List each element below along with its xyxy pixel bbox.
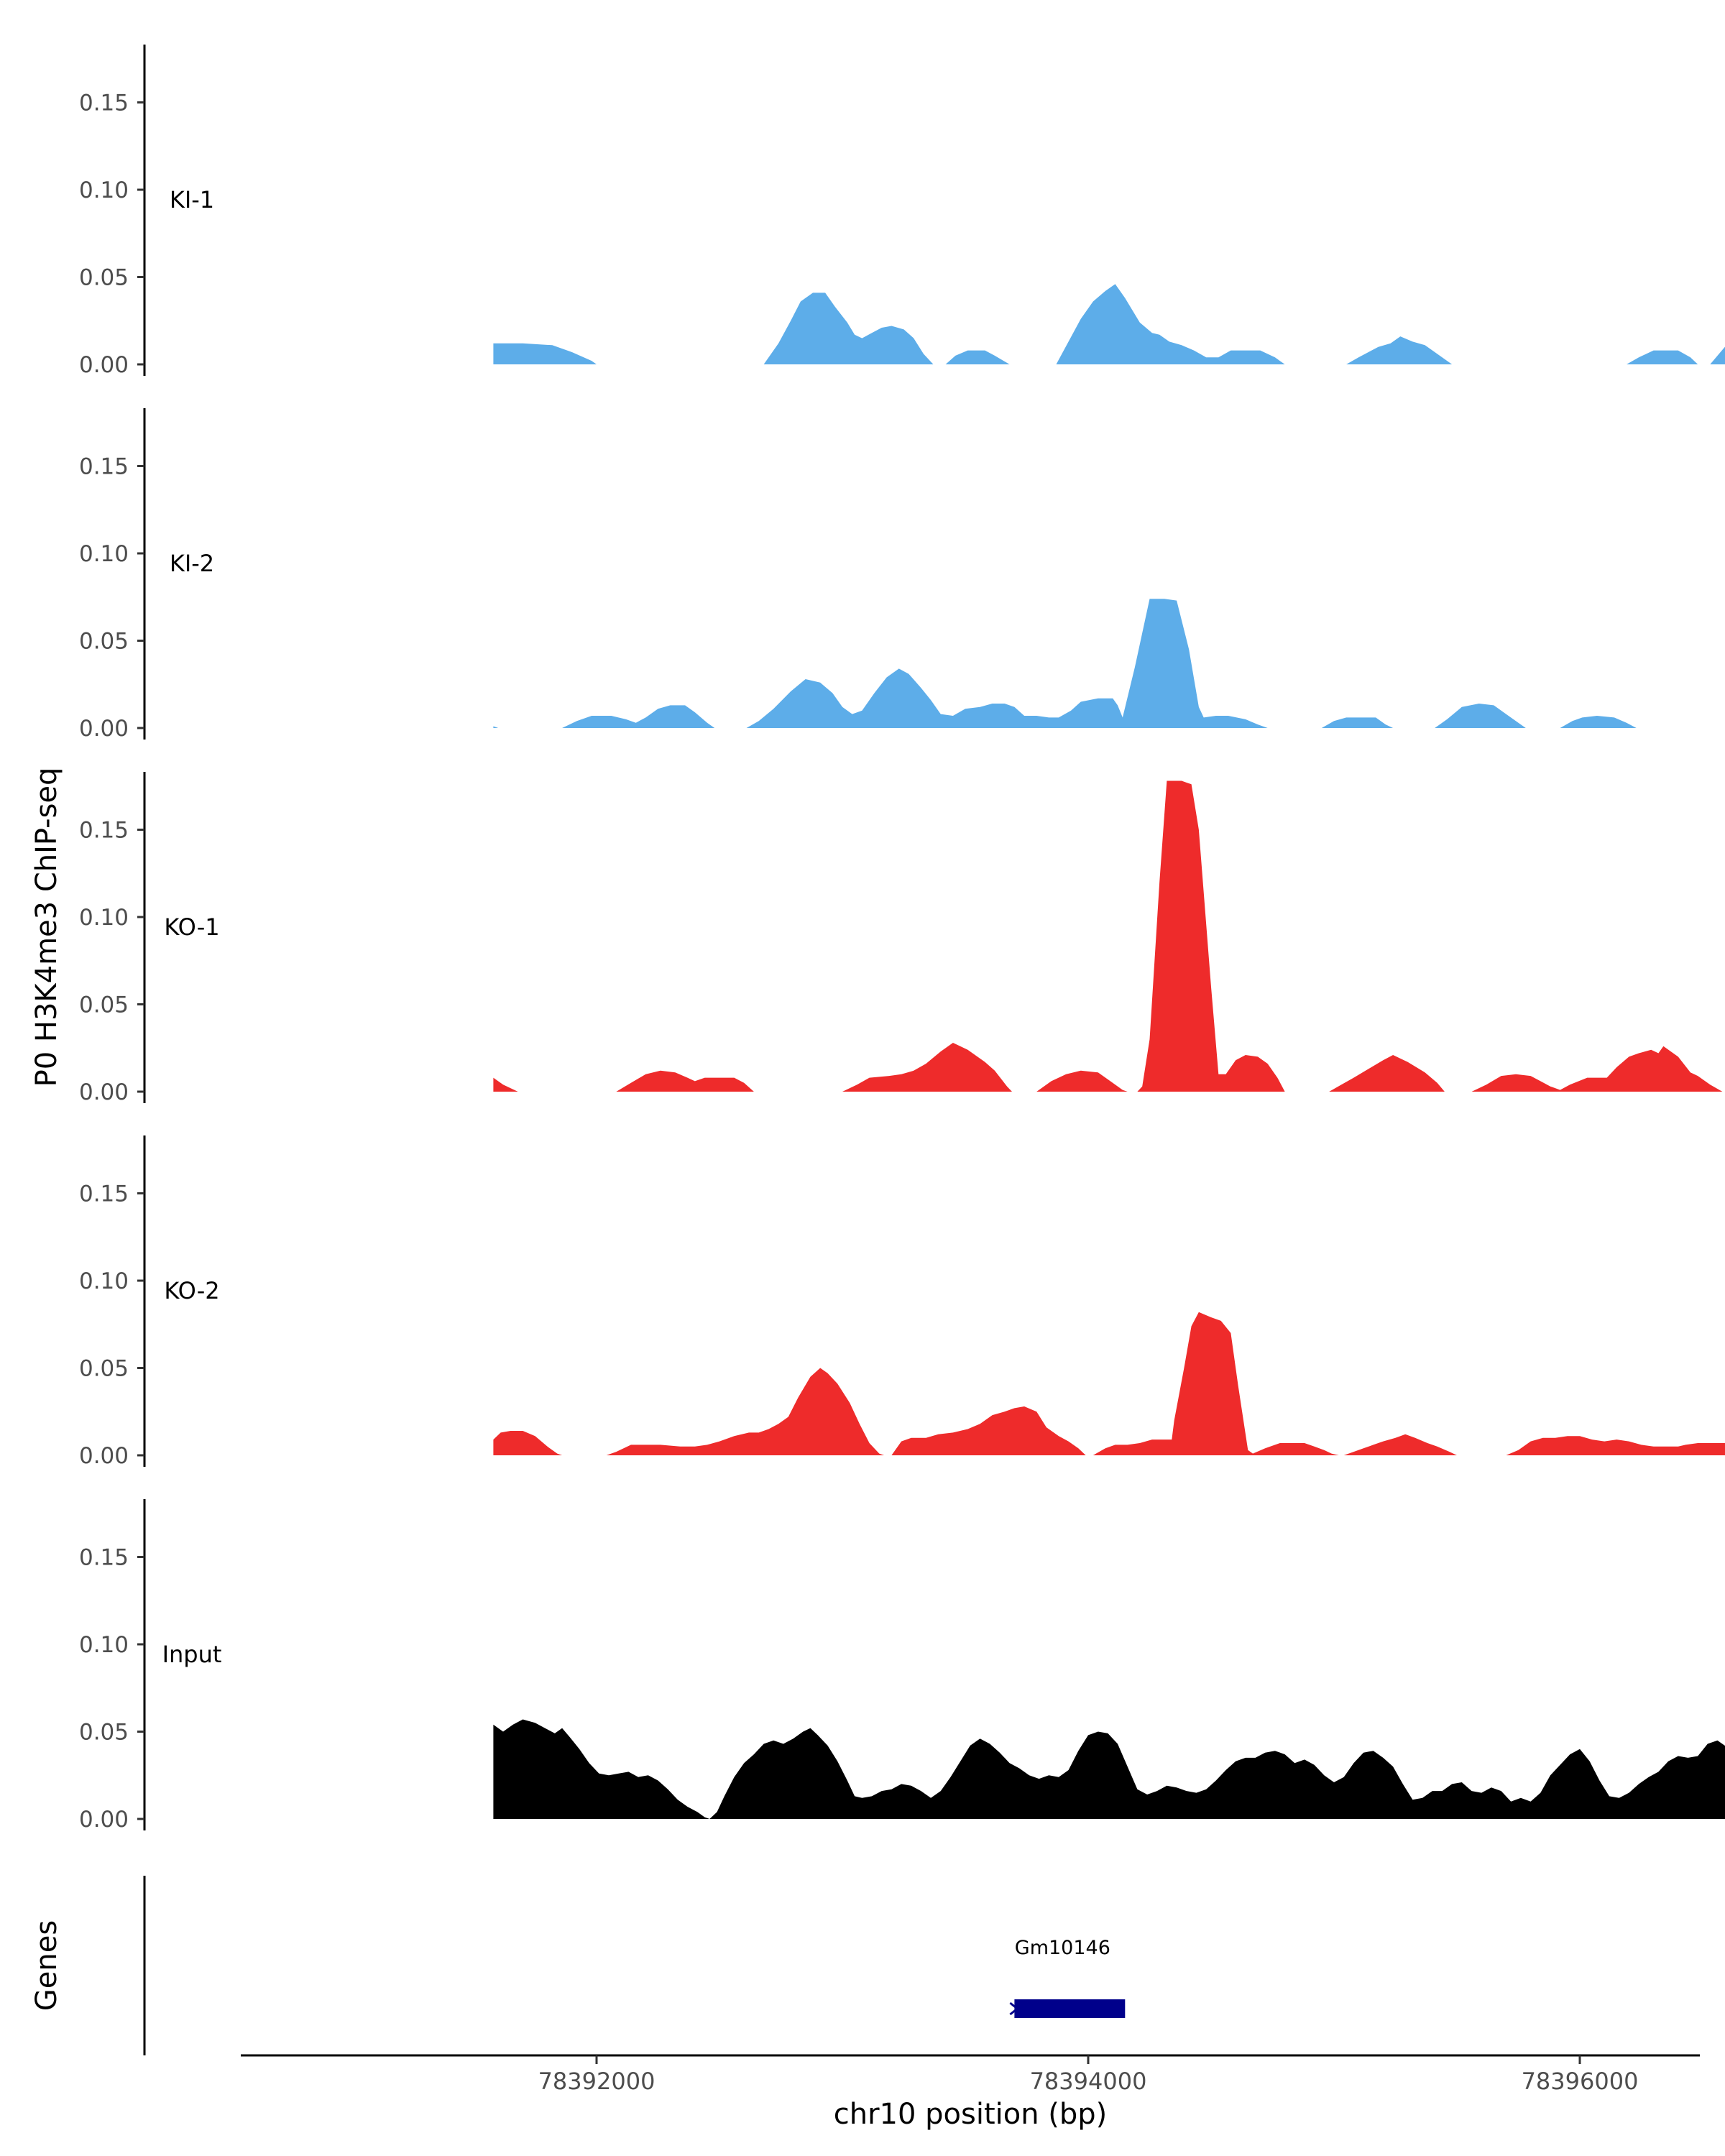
- y-tick-label: 0.15: [79, 91, 129, 116]
- y-tick-label: 0.10: [79, 1632, 129, 1658]
- gene-track: Gm10146: [143, 1876, 1126, 2055]
- y-tick-label: 0.00: [79, 1807, 129, 1833]
- y-tick-label: 0.15: [79, 818, 129, 844]
- track-label: Input: [162, 1641, 222, 1668]
- coverage-tracks: 0.00 0.05 0.10 0.15 KI-1 0.00 0.05 0.10 0.15 KI-2…: [79, 45, 1725, 1833]
- y-tick-label: 0.15: [79, 1181, 129, 1207]
- track-panel-ko-2: 0.00 0.05 0.10 0.15 KO-2: [79, 1135, 1725, 1469]
- y-tick-label: 0.05: [79, 992, 129, 1018]
- y-tick-label: 0.00: [79, 1079, 129, 1105]
- y-tick-label: 0.05: [79, 629, 129, 655]
- x-axis-title: chr10 position (bp): [834, 2098, 1108, 2131]
- x-tick-label: 78396000: [1522, 2068, 1639, 2095]
- x-tick-label: 78392000: [538, 2068, 656, 2095]
- y-tick-label: 0.15: [79, 454, 129, 480]
- y-tick-label: 0.10: [79, 905, 129, 931]
- y-tick-label: 0.05: [79, 1356, 129, 1382]
- y-tick-label: 0.10: [79, 541, 129, 567]
- track-panel-input: 0.00 0.05 0.10 0.15 Input: [79, 1499, 1725, 1833]
- track-panel-ki-2: 0.00 0.05 0.10 0.15 KI-2: [79, 408, 1725, 742]
- gene-body: [1014, 1999, 1126, 2018]
- y-axis-title: P0 H3K4me3 ChIP-seq: [30, 768, 63, 1087]
- gene-name: Gm10146: [1015, 1937, 1110, 1959]
- track-label: KO-1: [164, 913, 219, 941]
- coverage-area-ki-1: [493, 284, 1725, 364]
- x-axis: 78392000 78394000 78396000: [241, 2054, 1700, 2095]
- y-tick-label: 0.05: [79, 265, 129, 291]
- y-tick-label: 0.10: [79, 178, 129, 203]
- track-label: KI-1: [170, 186, 214, 213]
- coverage-area-input: [493, 1719, 1725, 1819]
- track-panel-ki-1: 0.00 0.05 0.10 0.15 KI-1: [79, 45, 1725, 378]
- y-tick-label: 0.05: [79, 1720, 129, 1746]
- coverage-area-ko-1: [493, 780, 1725, 1092]
- y-tick-label: 0.10: [79, 1268, 129, 1294]
- y-tick-label: 0.15: [79, 1545, 129, 1571]
- y-tick-label: 0.00: [79, 1443, 129, 1469]
- track-panel-ko-1: 0.00 0.05 0.10 0.15 KO-1: [79, 772, 1725, 1105]
- y-tick-label: 0.00: [79, 352, 129, 378]
- x-tick-label: 78394000: [1030, 2068, 1147, 2095]
- coverage-area-ki-2: [493, 599, 1725, 728]
- track-label: KO-2: [164, 1277, 219, 1304]
- genes-label: Genes: [30, 1920, 63, 2011]
- gene-strand-arrow-icon: [1009, 2001, 1019, 2016]
- coverage-area-ko-2: [493, 1312, 1725, 1455]
- track-label: KI-2: [170, 550, 214, 577]
- y-tick-label: 0.00: [79, 716, 129, 742]
